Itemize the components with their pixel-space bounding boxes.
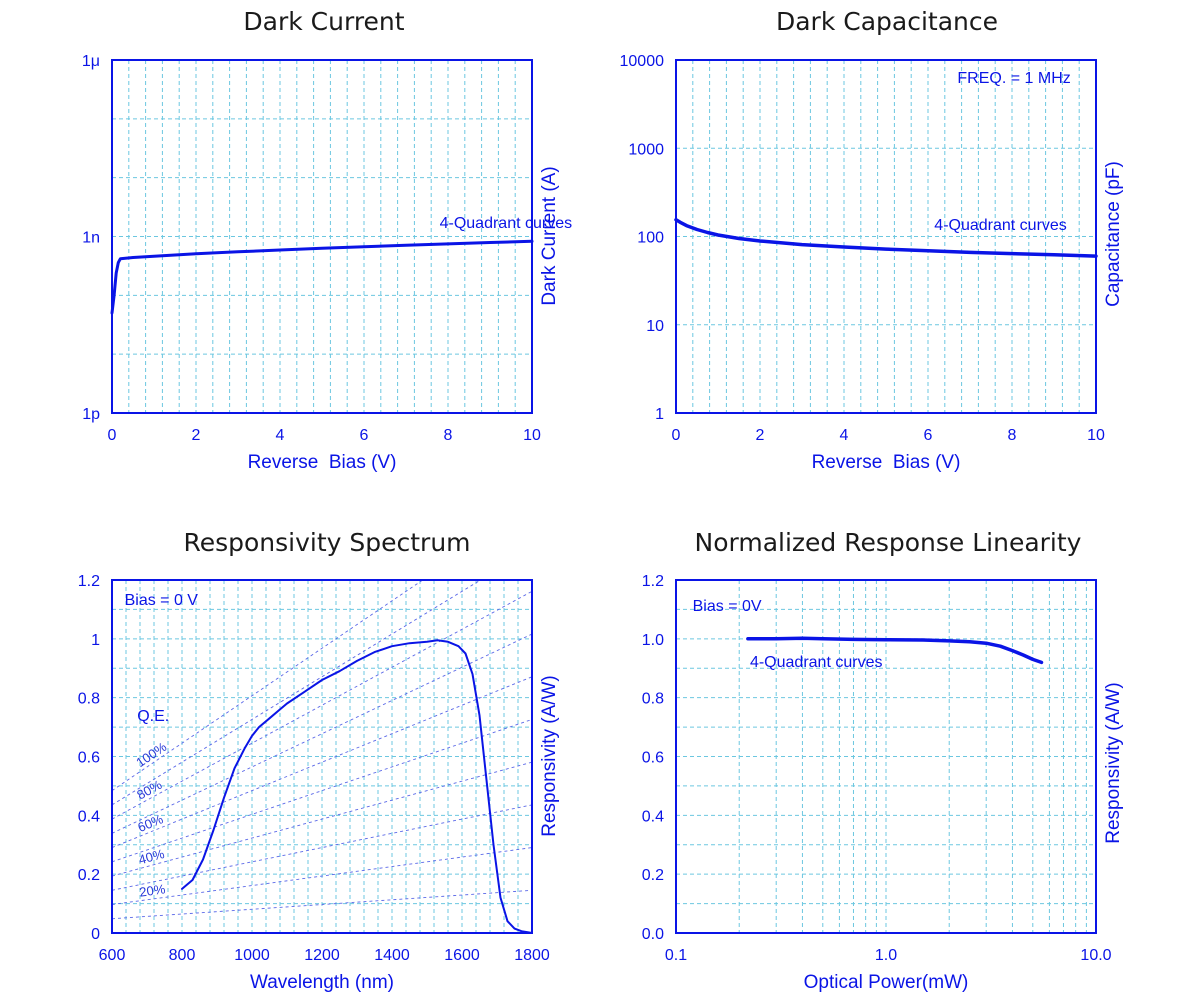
responsivity-spectrum-x-tick-label: 1600 — [444, 947, 480, 964]
responsivity-spectrum-y-axis-label: Responsivity (A/W) — [539, 675, 560, 837]
response-linearity-y-tick-label: 1.2 — [642, 573, 664, 590]
dark-capacitance-plot-frame — [675, 59, 1097, 414]
dark-current-x-tick-label: 0 — [108, 427, 117, 444]
response-linearity-x-axis-label: Optical Power(mW) — [804, 972, 969, 993]
dark-capacitance-x-tick-label: 10 — [1087, 427, 1105, 444]
responsivity-spectrum-y-tick-label: 1 — [91, 632, 100, 649]
response-linearity-y-tick-labels: 0.0 0.2 0.4 0.6 0.8 1.0 1.2 — [642, 573, 664, 943]
response-linearity-x-tick-label: 1.0 — [875, 947, 897, 964]
response-linearity-title: Normalized Response Linearity — [695, 528, 1082, 557]
dark-capacitance-y-tick-label: 10 — [646, 318, 664, 335]
responsivity-spectrum-curve — [181, 639, 533, 934]
responsivity-spectrum-y-tick-label: 0.8 — [78, 691, 100, 708]
response-linearity-plot-frame — [675, 579, 1097, 934]
qe-line-label: 100% — [133, 739, 169, 770]
qe-line-80 — [112, 590, 532, 820]
responsivity-spectrum-y-tick-label: 0.6 — [78, 750, 100, 767]
dark-capacitance-x-tick-labels: 0 2 4 6 8 10 — [672, 427, 1105, 444]
response-linearity-y-tick-label: 1.0 — [642, 632, 664, 649]
dark-current-y-tick-label: 1μ — [82, 53, 100, 70]
response-linearity-y-tick-label: 0.6 — [642, 750, 664, 767]
qe-line-50 — [112, 719, 532, 863]
dark-capacitance-x-axis-label: Reverse Bias (V) — [812, 452, 961, 473]
dark-current-y-axis-label: Dark Current (A) — [539, 166, 560, 305]
responsivity-spectrum-x-tick-label: 1400 — [374, 947, 410, 964]
dark-current-y-tick-label: 1n — [82, 230, 100, 247]
dark-capacitance-y-tick-label: 10000 — [620, 53, 665, 70]
dark-capacitance-y-tick-label: 1 — [655, 406, 664, 423]
response-linearity-gridlines — [675, 580, 1097, 933]
response-linearity-x-tick-label: 10.0 — [1080, 947, 1111, 964]
response-linearity-y-tick-label: 0.4 — [642, 808, 664, 825]
dark-capacitance-y-axis-label: Capacitance (pF) — [1103, 161, 1124, 307]
responsivity-spectrum-x-tick-labels: 600 800 1000 1200 1400 1600 1800 — [99, 947, 550, 964]
dark-current-plot-frame — [111, 59, 533, 414]
dark-capacitance-curve — [674, 217, 1098, 258]
dark-capacitance-y-tick-label: 1000 — [628, 141, 664, 158]
responsivity-spectrum-x-tick-label: 1200 — [304, 947, 340, 964]
dark-capacitance-x-tick-label: 0 — [672, 427, 681, 444]
dark-current-x-tick-label: 8 — [444, 427, 453, 444]
response-linearity-x-tick-labels: 0.1 1.0 10.0 — [665, 947, 1112, 964]
dark-capacitance-gridlines — [676, 59, 1096, 414]
dark-current-chart: Dark Current 0 2 4 6 8 10 1p 1n 1μ 4-Quadrant c… — [82, 7, 572, 473]
dark-current-title: Dark Current — [243, 7, 404, 36]
qe-annotation: Q.E. — [137, 708, 169, 725]
dark-capacitance-chart: Dark Capacitance 0 2 4 6 8 10 1 10 100 1000 10000… — [620, 7, 1125, 473]
responsivity-spectrum-x-tick-label: 1000 — [234, 947, 270, 964]
response-linearity-curve-annotation: 4-Quadrant curves — [750, 654, 883, 671]
responsivity-spectrum-y-tick-label: 0.2 — [78, 867, 100, 884]
responsivity-spectrum-chart: Responsivity Spectrum 20%40%60%80%100% 6… — [78, 528, 560, 993]
dark-current-curve — [110, 239, 534, 315]
responsivity-spectrum-title: Responsivity Spectrum — [183, 528, 470, 557]
dark-capacitance-y-tick-label: 100 — [637, 230, 664, 247]
dark-capacitance-curve-annotation: 4-Quadrant curves — [934, 217, 1067, 234]
qe-line-40 — [112, 761, 532, 877]
dark-current-gridlines — [112, 59, 532, 414]
responsivity-spectrum-y-tick-label: 0 — [91, 926, 100, 943]
response-linearity-bias-annotation: Bias = 0V — [693, 598, 762, 615]
dark-current-x-tick-labels: 0 2 4 6 8 10 — [108, 427, 541, 444]
dark-capacitance-title: Dark Capacitance — [776, 7, 998, 36]
response-linearity-chart: Normalized Response Linearity 0.1 1.0 10.0… — [642, 528, 1124, 993]
responsivity-spectrum-x-tick-label: 1800 — [514, 947, 550, 964]
dark-current-curve-annotation: 4-Quadrant curves — [440, 215, 573, 232]
response-linearity-y-tick-label: 0.8 — [642, 691, 664, 708]
response-linearity-y-tick-label: 0.0 — [642, 926, 664, 943]
response-linearity-curve — [746, 636, 1044, 665]
responsivity-spectrum-bias-annotation: Bias = 0 V — [125, 592, 199, 609]
dark-current-x-tick-label: 6 — [360, 427, 369, 444]
dark-capacitance-y-tick-labels: 1 10 100 1000 10000 — [620, 53, 665, 423]
qe-line-label: 20% — [138, 881, 166, 899]
dark-current-y-tick-labels: 1p 1n 1μ — [82, 53, 100, 423]
dark-capacitance-x-tick-label: 8 — [1008, 427, 1017, 444]
responsivity-spectrum-plot-frame — [111, 579, 533, 934]
dark-capacitance-frequency-annotation: FREQ. = 1 MHz — [957, 70, 1070, 87]
dark-current-x-tick-label: 4 — [276, 427, 285, 444]
responsivity-spectrum-x-tick-label: 600 — [99, 947, 126, 964]
dark-capacitance-x-tick-label: 4 — [840, 427, 849, 444]
dark-current-x-axis-label: Reverse Bias (V) — [248, 452, 397, 473]
dark-current-x-tick-label: 10 — [523, 427, 541, 444]
qe-line-10 — [112, 889, 532, 920]
response-linearity-y-axis-label: Responsivity (A/W) — [1103, 682, 1124, 844]
qe-line-100 — [112, 580, 424, 792]
dark-capacitance-x-tick-label: 6 — [924, 427, 933, 444]
responsivity-spectrum-x-axis-label: Wavelength (nm) — [250, 972, 394, 993]
responsivity-spectrum-y-tick-label: 0.4 — [78, 808, 100, 825]
responsivity-spectrum-x-tick-label: 800 — [169, 947, 196, 964]
responsivity-spectrum-y-tick-label: 1.2 — [78, 573, 100, 590]
qe-line-20 — [112, 847, 532, 905]
dark-current-y-tick-label: 1p — [82, 406, 100, 423]
response-linearity-x-tick-label: 0.1 — [665, 947, 687, 964]
dark-capacitance-x-tick-label: 2 — [756, 427, 765, 444]
response-linearity-y-tick-label: 0.2 — [642, 867, 664, 884]
qe-line-label: 40% — [137, 846, 166, 867]
responsivity-spectrum-y-tick-labels: 0 0.2 0.4 0.6 0.8 1 1.2 — [78, 573, 100, 943]
responsivity-spectrum-gridlines — [112, 580, 532, 933]
dark-current-x-tick-label: 2 — [192, 427, 201, 444]
qe-line-90 — [112, 580, 482, 806]
